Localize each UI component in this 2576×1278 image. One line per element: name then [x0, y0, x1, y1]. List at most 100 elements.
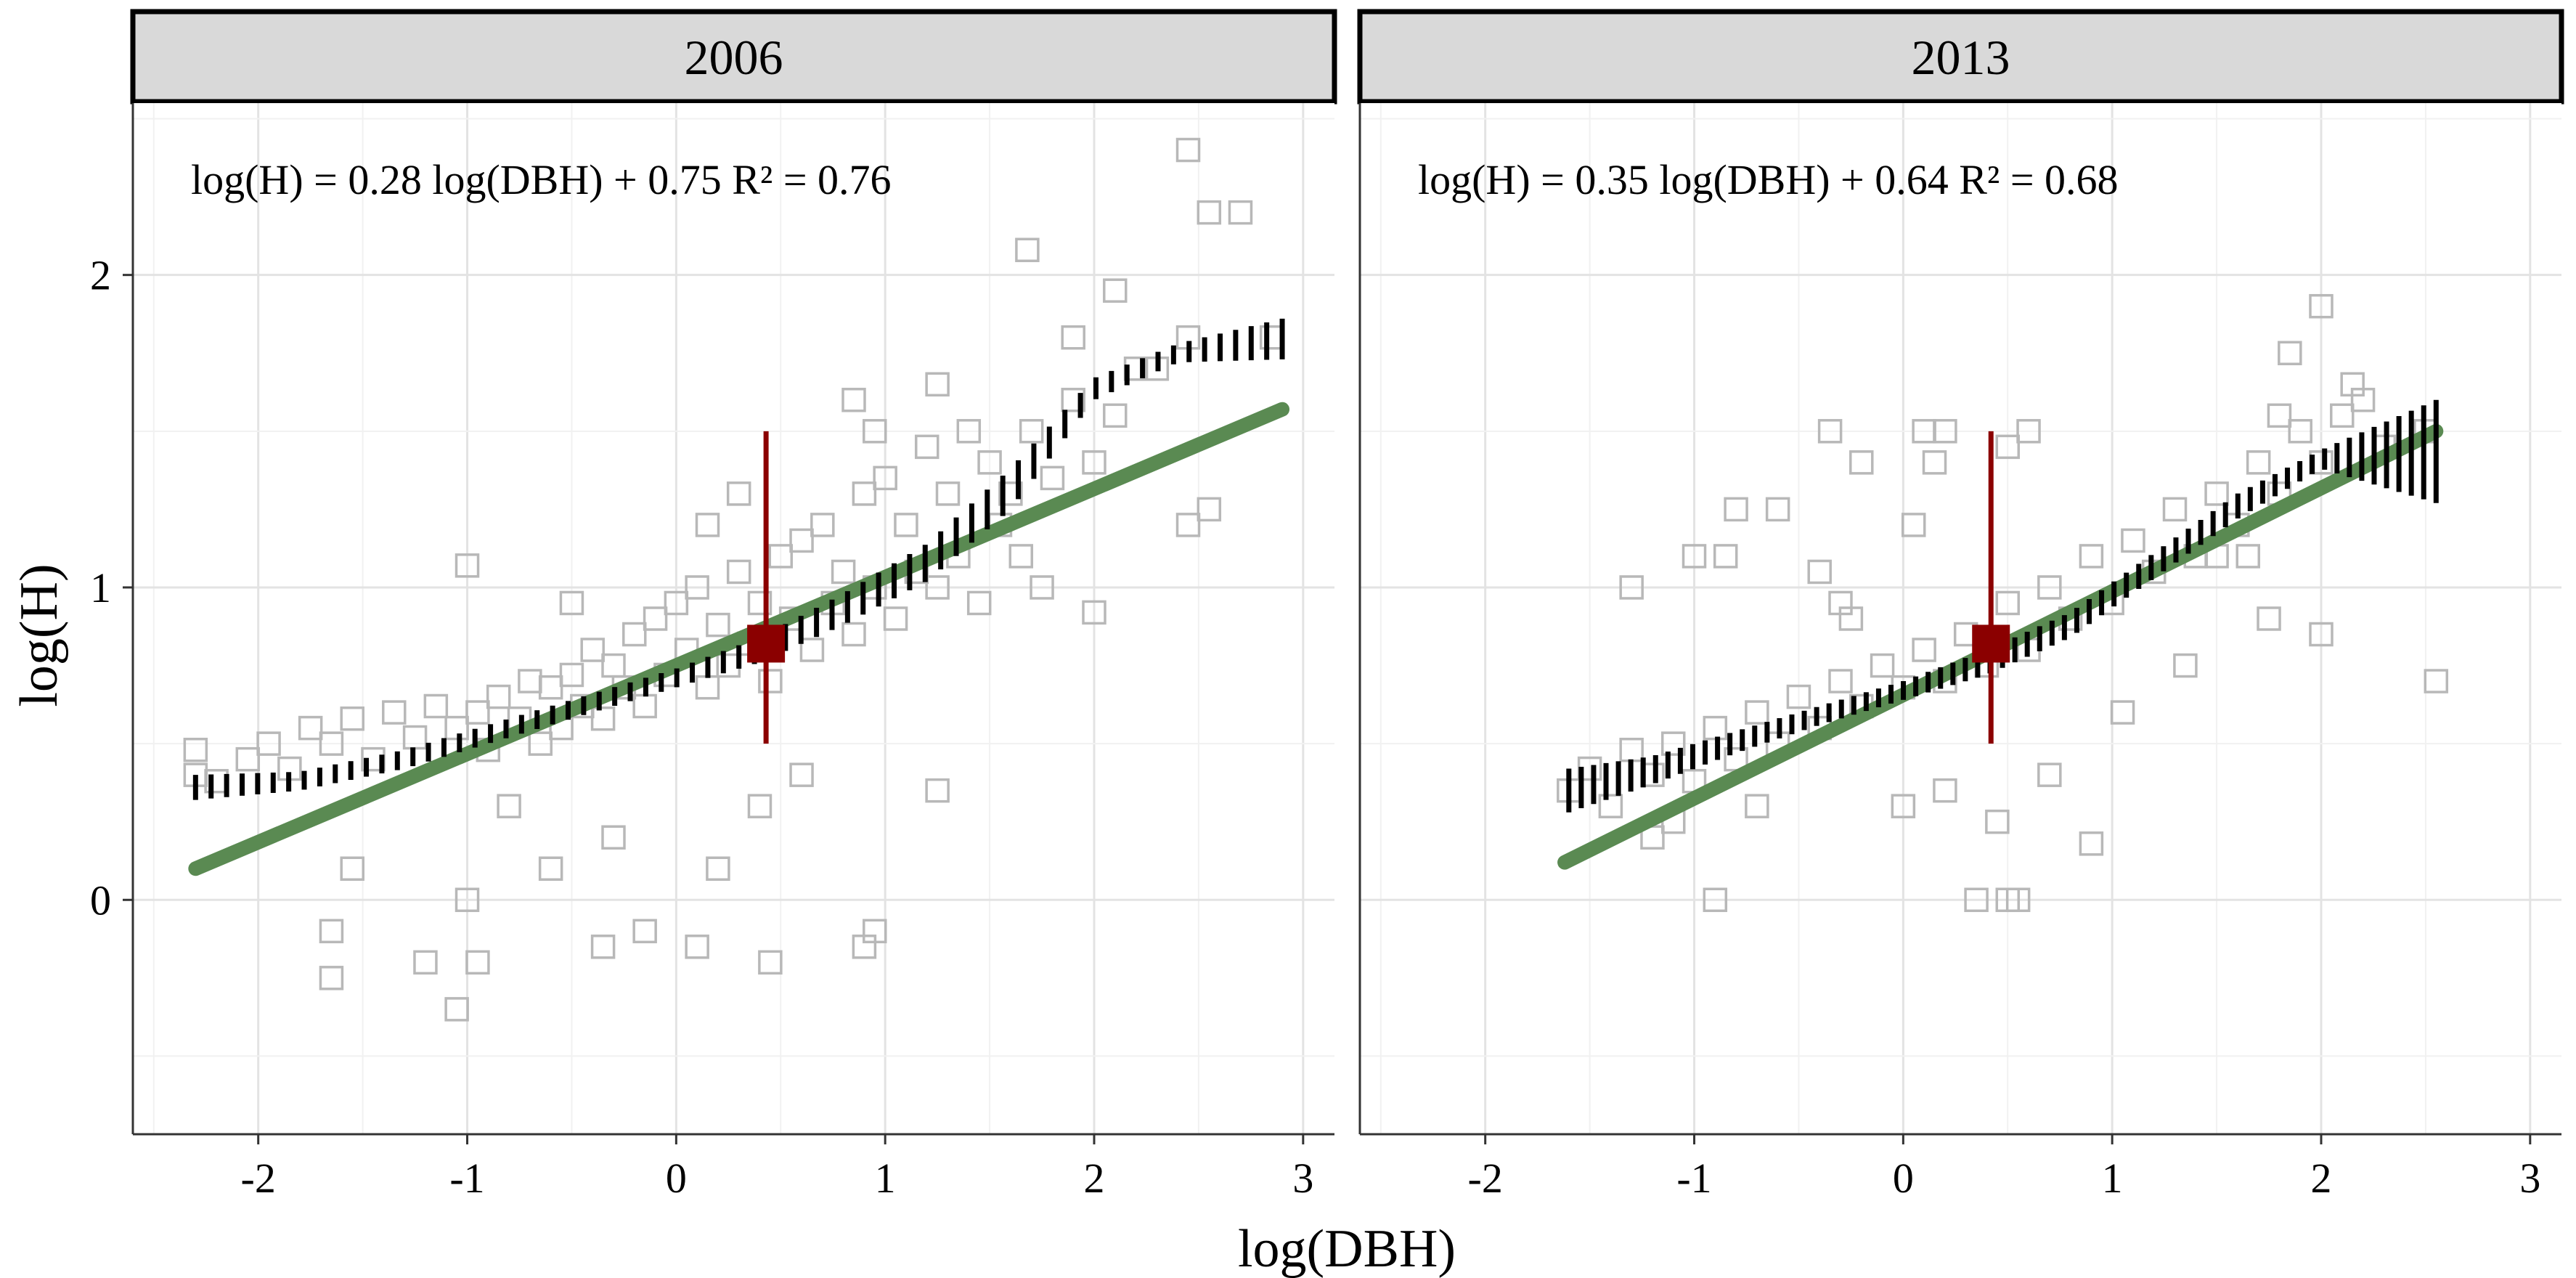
data-point [1786, 684, 1811, 709]
data-point [1598, 794, 1623, 818]
data-point [1745, 700, 1769, 725]
data-point [2309, 293, 2334, 319]
data-point [643, 606, 668, 631]
panel-2006: 2006 log(H) = 0.28 log(DBH) + 0.75 R² = 0… [130, 9, 1337, 1136]
data-point [1030, 575, 1054, 600]
data-point [1061, 388, 1085, 412]
y-axis-title: log(H) [9, 563, 69, 707]
data-point [706, 856, 730, 881]
data-point [1828, 590, 1853, 616]
data-point [622, 622, 647, 647]
data-point [1807, 559, 1832, 585]
data-point [340, 856, 364, 881]
data-point [1619, 575, 1644, 600]
facet-strip: 2006 [130, 9, 1337, 105]
data-point [925, 778, 950, 803]
data-point [1901, 513, 1926, 537]
data-point [1933, 778, 1957, 803]
quantile-band [192, 318, 1285, 800]
facet-strip: 2013 [1357, 9, 2564, 105]
data-point [1660, 731, 1686, 756]
data-point [2079, 544, 2104, 569]
regression-line [188, 402, 1290, 876]
data-point [747, 590, 773, 616]
x-tick-label: -1 [449, 1155, 484, 1202]
x-tick-label: 1 [2102, 1155, 2123, 1202]
data-point [1849, 450, 1874, 475]
data-point [966, 590, 992, 616]
data-point [706, 612, 730, 638]
data-point [1817, 419, 1843, 444]
panels-group: 2006 log(H) = 0.28 log(DBH) + 0.75 R² = 0… [130, 9, 2564, 1136]
data-point [685, 575, 709, 600]
data-point [956, 419, 982, 444]
data-point [2005, 887, 2031, 913]
x-tick-label: -2 [1468, 1155, 1503, 1202]
data-point [455, 887, 480, 913]
data-point [486, 684, 511, 709]
x-tick-label: 1 [875, 1155, 896, 1202]
data-point [873, 465, 897, 491]
data-point [1745, 794, 1769, 818]
data-point [455, 553, 480, 578]
data-point [664, 590, 689, 616]
plot-background [1360, 103, 2561, 1134]
data-point [382, 700, 407, 725]
data-point [1724, 497, 1748, 522]
data-point [298, 715, 323, 741]
data-point [319, 919, 344, 944]
grid [1360, 103, 2561, 1134]
data-point [580, 638, 605, 662]
data-point [789, 762, 814, 787]
data-point [1228, 200, 1253, 225]
data-point [726, 481, 751, 506]
data-point [1015, 237, 1040, 262]
plot-background [133, 103, 1334, 1134]
data-point [465, 950, 490, 975]
x-tick-label: -1 [1676, 1155, 1711, 1202]
data-point [2330, 403, 2355, 428]
data-point [894, 513, 918, 537]
x-tick-label: 2 [2311, 1155, 2332, 1202]
data-point [2173, 653, 2198, 678]
data-point [1870, 653, 1895, 678]
data-point [863, 919, 887, 944]
data-point [1933, 419, 1957, 444]
data-point [1995, 590, 2021, 616]
data-point [1019, 419, 1044, 444]
y-tick-label: 1 [90, 564, 111, 611]
mean-point [1972, 624, 2010, 663]
data-point [2278, 341, 2302, 365]
data-point [559, 590, 584, 616]
data-point [559, 662, 584, 688]
data-point [695, 513, 720, 537]
x-tick-label: -2 [241, 1155, 276, 1202]
data-point [235, 746, 261, 772]
data-point [590, 706, 616, 731]
data-point [340, 706, 364, 731]
data-point [758, 950, 783, 975]
x-tick-label: 0 [1893, 1155, 1914, 1202]
y-tick-label: 0 [90, 876, 111, 924]
data-point [2246, 450, 2271, 475]
data-point [2309, 622, 2334, 647]
data-point [1040, 465, 1065, 491]
data-point [601, 825, 626, 850]
data-point [632, 919, 657, 944]
data-point [1175, 513, 1201, 537]
data-point [2267, 403, 2292, 428]
x-tick-label: 0 [666, 1155, 687, 1202]
x-tick-label: 3 [2519, 1155, 2540, 1202]
data-point [1922, 450, 1947, 475]
data-point [883, 606, 908, 631]
data-point [852, 481, 877, 506]
data-point [1703, 887, 1728, 913]
data-point [1765, 497, 1790, 522]
data-point [2257, 606, 2281, 631]
data-point [726, 559, 751, 585]
data-point [538, 675, 563, 700]
data-point [1197, 200, 1222, 225]
data-point [935, 481, 961, 506]
data-point [841, 622, 866, 647]
scatter-points [183, 137, 1284, 1022]
